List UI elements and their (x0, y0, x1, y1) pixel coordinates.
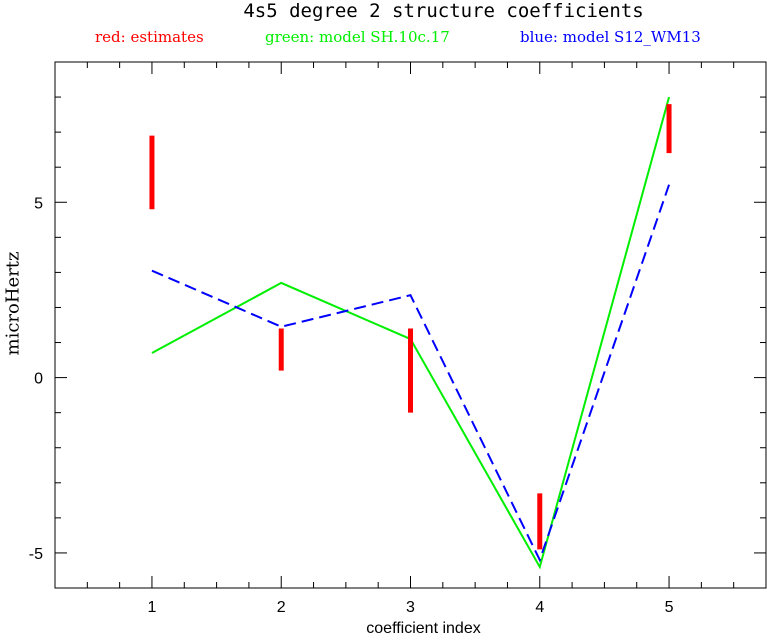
series-line-s12wm13 (151, 184, 670, 563)
y-tick-label: 5 (34, 195, 43, 212)
y-tick-label: 0 (34, 371, 43, 388)
x-axis-label: coefficient index (366, 620, 481, 637)
x-tick-label: 1 (148, 599, 157, 616)
x-tick-label: 3 (406, 599, 415, 616)
chart-title: 4s5 degree 2 structure coefficients (243, 0, 644, 22)
legend-model-s12: blue: model S12_WM13 (520, 28, 701, 46)
x-tick-label: 2 (277, 599, 286, 616)
legend-model-sh: green: model SH.10c.17 (265, 28, 450, 46)
legend-estimates: red: estimates (95, 28, 204, 46)
y-axis-label: microHertz (2, 251, 24, 356)
x-tick-label: 5 (665, 599, 674, 616)
y-tick-label: -5 (29, 546, 43, 563)
x-tick-label: 4 (535, 599, 544, 616)
plot-frame (54, 61, 767, 589)
